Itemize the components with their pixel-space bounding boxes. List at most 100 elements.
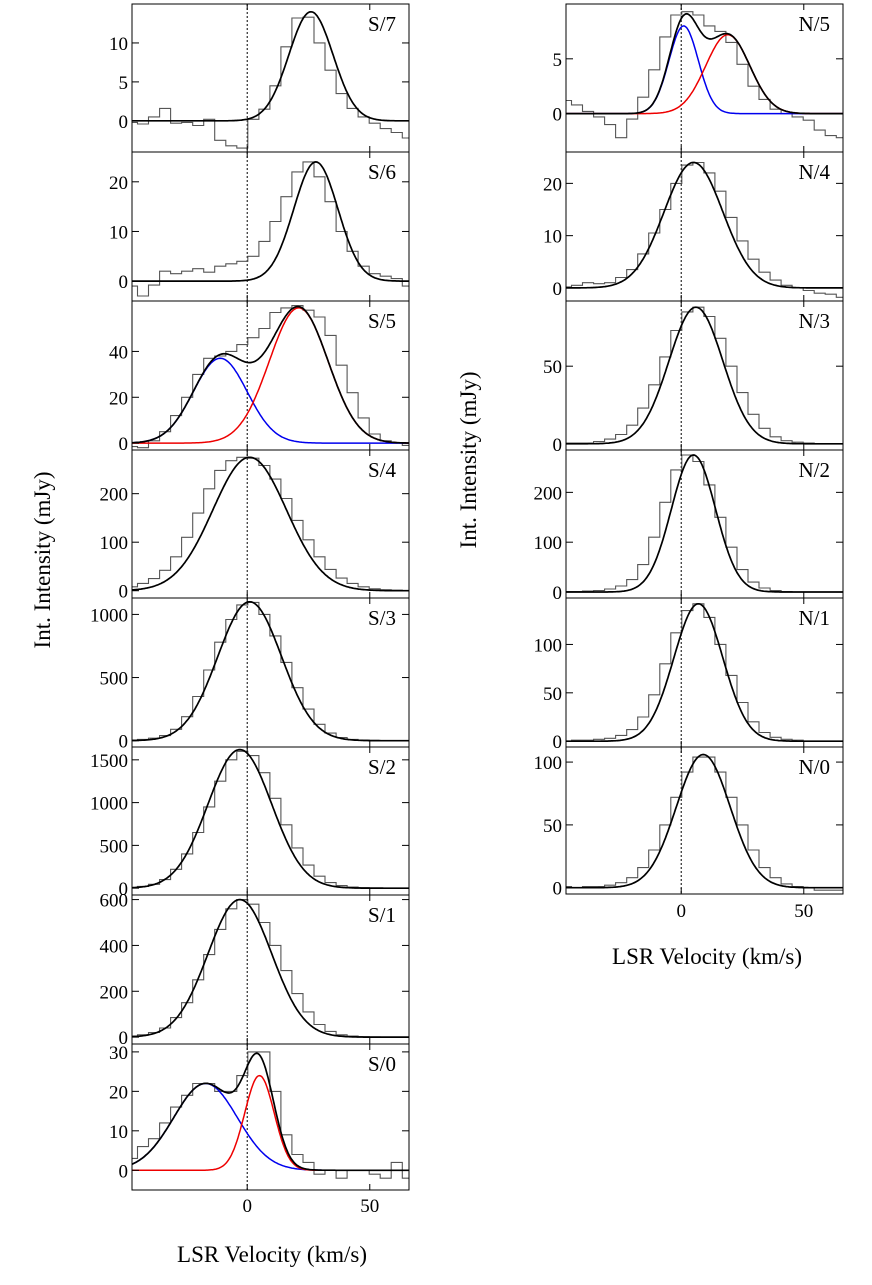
panel-label: N/1 [799,606,831,630]
panel-label: S/4 [368,458,397,482]
y-tick-label: 200 [100,485,129,506]
y-tick-label: 0 [553,105,563,126]
y-tick-label: 400 [100,936,129,957]
data-histogram [566,454,843,593]
y-tick-label: 100 [534,753,563,774]
panel-S3: 0 500 1000 S/3 [90,597,410,753]
y-tick-label: 0 [553,583,563,604]
data-histogram [132,161,409,297]
panel-label: S/6 [368,160,396,184]
panel-label: N/5 [799,12,831,36]
fit-total [132,1052,409,1172]
y-tick-label: 40 [109,342,128,363]
panel-label: S/3 [368,606,396,630]
y-tick-label: 0 [119,1028,129,1049]
fit-total [132,748,409,890]
y-tick-label: 20 [109,173,128,194]
data-histogram [132,305,409,449]
y-tick-label: 0 [119,879,129,900]
panel-S0: 0 10 20 30 0 50 S/0 [109,1043,410,1217]
y-tick-label: 20 [543,174,562,195]
data-histogram [132,899,409,1038]
x-tick-label: 0 [676,901,686,922]
y-tick-label: 500 [100,669,129,690]
fit-total [132,161,409,282]
panel-label: N/0 [799,755,831,779]
panel-label: S/7 [368,12,396,36]
y-tick-label: 5 [553,50,563,71]
panel-S6: 0 10 20 S/6 [109,151,410,302]
y-tick-label: 0 [119,582,129,603]
panel-N1: 0 50 100 N/1 [534,597,844,753]
panel-frame [565,746,844,895]
y-tick-label: 0 [119,1161,129,1182]
fit-total [132,456,409,592]
x-axis-title-right: LSR Velocity (km/s) [612,944,802,969]
x-tick-label: 0 [242,1196,252,1217]
y-tick-label: 20 [109,1082,128,1103]
data-histogram [132,16,409,149]
panel-label: S/0 [368,1052,396,1076]
panel-S7: 0 5 10 S/7 [109,3,410,153]
y-tick-label: 0 [553,435,563,456]
panel-S1: 0 200 400 600 S/1 [100,891,410,1049]
panel-frame [131,1043,410,1191]
y-tick-label: 600 [100,891,129,912]
y-tick-label: 1000 [90,605,128,626]
y-tick-label: 1500 [90,751,128,772]
fit-total [132,305,409,444]
panel-label: S/1 [368,903,396,927]
y-tick-label: 20 [109,388,128,409]
y-tick-label: 100 [534,635,563,656]
panel-N4: 0 10 20 N/4 [543,151,844,302]
panel-N3: 0 50 N/3 [543,300,844,456]
y-tick-label: 50 [543,816,562,837]
panel-S2: 0 500 1000 1500 S/2 [90,746,410,900]
x-tick-label: 50 [360,1196,379,1217]
y-tick-label: 0 [119,434,129,455]
panel-label: N/3 [799,309,831,333]
y-tick-label: 1000 [90,794,128,815]
fit-total [566,454,843,593]
fit-total [566,306,843,445]
y-tick-label: 50 [543,684,562,705]
y-tick-label: 200 [100,982,129,1003]
y-tick-label: 0 [119,112,129,133]
y-tick-label: 100 [534,533,563,554]
y-tick-label: 10 [109,222,128,243]
y-tick-label: 0 [119,732,129,753]
panel-label: N/2 [799,458,831,482]
y-tick-label: 0 [553,879,563,900]
y-tick-label: 50 [543,357,562,378]
y-axis-title-left: Int. Intensity (mJy) [30,472,55,649]
fit-total [566,753,843,889]
panel-label: N/4 [799,160,831,184]
y-tick-label: 0 [553,732,563,753]
fit-total [566,602,843,743]
y-tick-label: 100 [100,533,129,554]
panel-S4: 0 100 200 S/4 [100,449,410,603]
y-tick-label: 10 [109,34,128,55]
x-tick-label: 50 [794,901,813,922]
y-tick-label: 500 [100,836,129,857]
panel-N2: 0 100 200 N/2 [534,449,844,604]
fit-total [132,10,409,122]
y-axis-title-right: Int. Intensity (mJy) [456,372,481,549]
panel-N5: 0 5 N/5 [553,3,844,153]
y-tick-label: 5 [119,73,129,94]
x-axis-title-left: LSR Velocity (km/s) [177,1242,367,1267]
panel-N0: 0 50 100 0 50 N/0 [534,746,844,922]
data-histogram [566,11,843,139]
panel-label: S/5 [368,309,396,333]
y-tick-label: 0 [553,279,563,300]
fit-total [132,600,409,742]
y-tick-label: 200 [534,483,563,504]
fit-component-red [566,33,843,115]
y-tick-label: 0 [119,272,129,293]
y-tick-label: 30 [109,1043,128,1064]
panel-S5: 0 20 40 S/5 [109,300,410,455]
fit-component-blue [132,357,409,444]
y-tick-label: 10 [109,1122,128,1143]
